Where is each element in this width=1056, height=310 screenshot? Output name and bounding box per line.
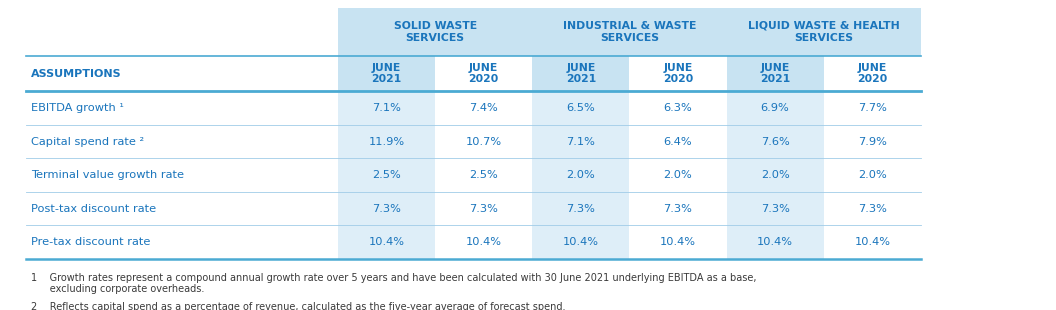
Text: Capital spend rate ²: Capital spend rate ² [31,137,144,147]
Text: 2.5%: 2.5% [372,170,401,180]
Text: LIQUID WASTE & HEALTH
SERVICES: LIQUID WASTE & HEALTH SERVICES [748,21,900,42]
Text: 7.3%: 7.3% [857,204,887,214]
Text: 6.4%: 6.4% [663,137,693,147]
Text: 2.0%: 2.0% [857,170,887,180]
Text: 7.7%: 7.7% [857,103,887,113]
Text: ASSUMPTIONS: ASSUMPTIONS [31,69,121,79]
Bar [532,8,629,259]
Text: 6.9%: 6.9% [760,103,790,113]
Text: JUNE
2021: JUNE 2021 [760,63,790,84]
Bar [727,8,921,56]
Text: 7.3%: 7.3% [469,204,498,214]
Bar [338,56,435,91]
Text: Terminal value growth rate: Terminal value growth rate [31,170,184,180]
Text: 7.9%: 7.9% [857,137,887,147]
Text: 7.3%: 7.3% [760,204,790,214]
Text: 10.7%: 10.7% [466,137,502,147]
Text: Post-tax discount rate: Post-tax discount rate [31,204,155,214]
Bar [532,8,727,56]
Bar [727,8,824,259]
Text: 2.0%: 2.0% [760,170,790,180]
Text: EBITDA growth ¹: EBITDA growth ¹ [31,103,124,113]
Text: 7.3%: 7.3% [372,204,401,214]
Text: 2.0%: 2.0% [566,170,596,180]
Text: Pre-tax discount rate: Pre-tax discount rate [31,237,150,247]
Text: 7.1%: 7.1% [372,103,401,113]
Text: 10.4%: 10.4% [660,237,696,247]
Text: 2    Reflects capital spend as a percentage of revenue, calculated as the five-y: 2 Reflects capital spend as a percentage… [31,302,565,310]
Text: 7.6%: 7.6% [760,137,790,147]
Text: INDUSTRIAL & WASTE
SERVICES: INDUSTRIAL & WASTE SERVICES [563,21,696,42]
Text: 10.4%: 10.4% [369,237,404,247]
Text: 6.3%: 6.3% [663,103,693,113]
Text: 7.3%: 7.3% [566,204,596,214]
Text: 11.9%: 11.9% [369,137,404,147]
Text: 10.4%: 10.4% [854,237,890,247]
Text: 1    Growth rates represent a compound annual growth rate over 5 years and have : 1 Growth rates represent a compound annu… [31,273,756,294]
Text: 10.4%: 10.4% [757,237,793,247]
Bar [727,56,824,91]
Text: SOLID WASTE
SERVICES: SOLID WASTE SERVICES [394,21,476,42]
Text: 10.4%: 10.4% [466,237,502,247]
Text: 6.5%: 6.5% [566,103,596,113]
Text: 2.0%: 2.0% [663,170,693,180]
Text: JUNE
2021: JUNE 2021 [372,63,401,84]
Text: 2.5%: 2.5% [469,170,498,180]
Bar [532,56,629,91]
Text: JUNE
2020: JUNE 2020 [663,63,693,84]
Text: 7.1%: 7.1% [566,137,596,147]
Bar [338,8,435,259]
Text: JUNE
2020: JUNE 2020 [469,63,498,84]
Text: JUNE
2020: JUNE 2020 [857,63,887,84]
Text: 7.4%: 7.4% [469,103,498,113]
Bar [338,8,532,56]
Text: 7.3%: 7.3% [663,204,693,214]
Text: JUNE
2021: JUNE 2021 [566,63,596,84]
Text: 10.4%: 10.4% [563,237,599,247]
